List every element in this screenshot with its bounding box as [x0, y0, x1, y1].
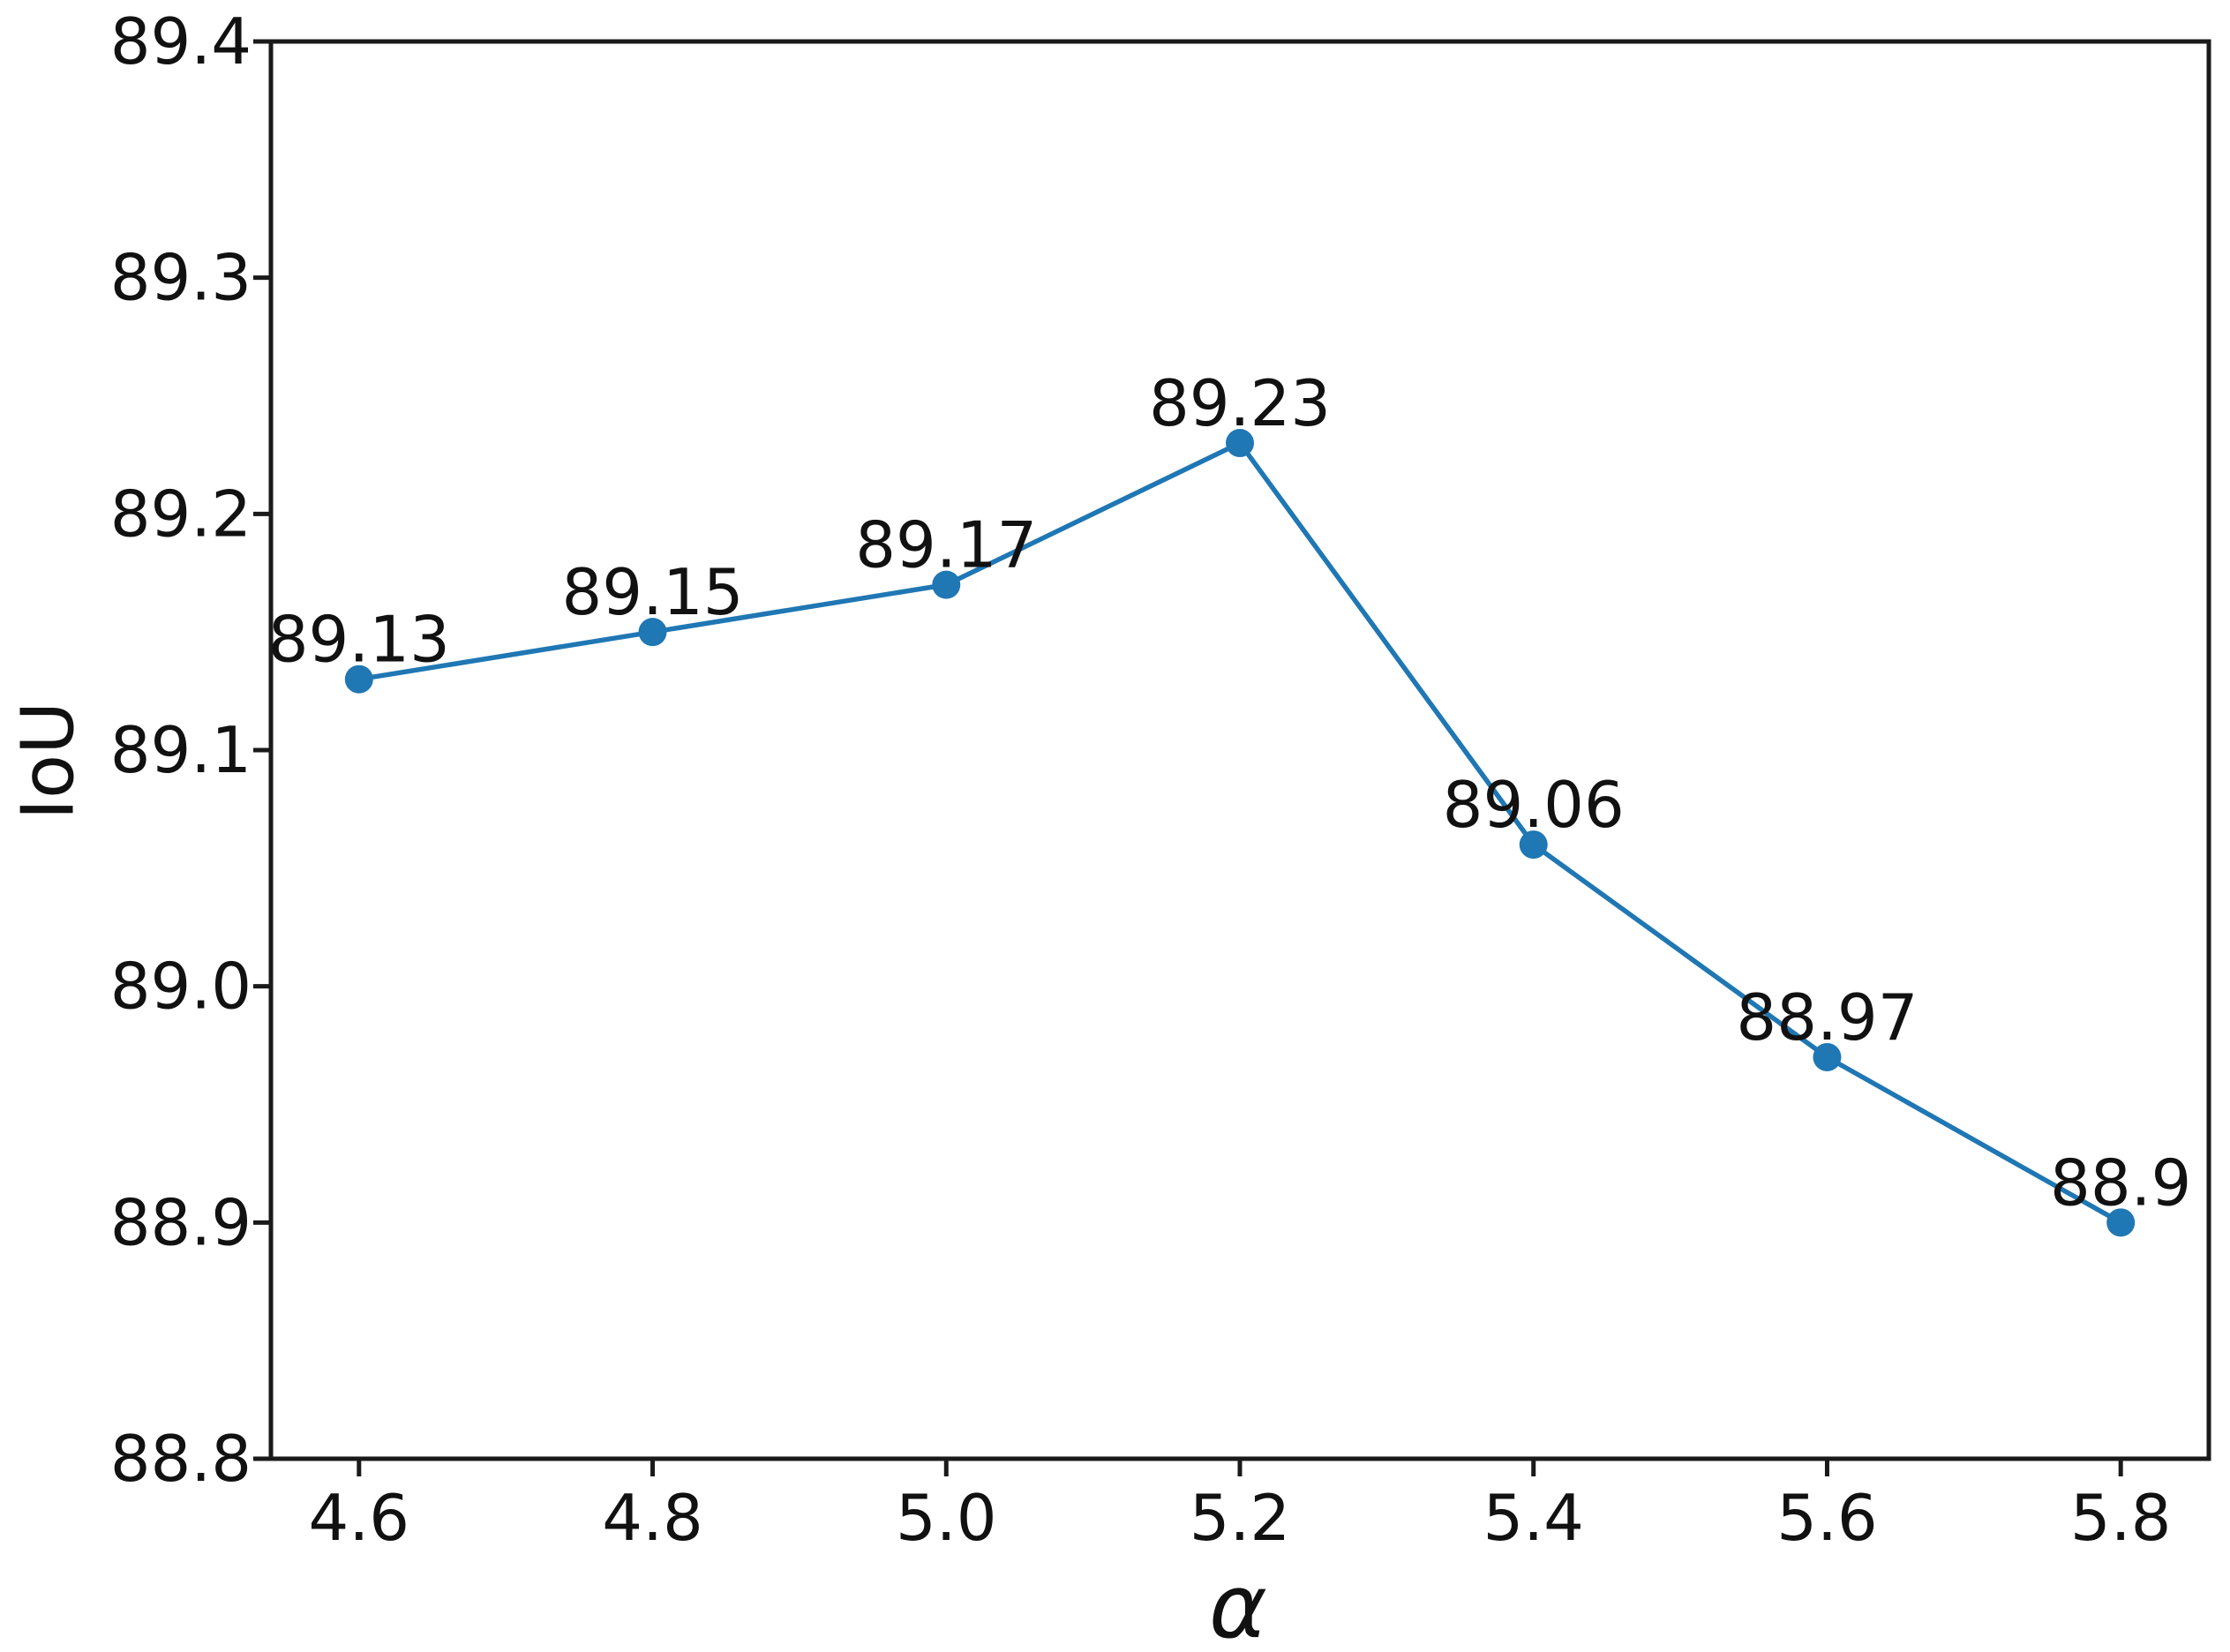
point-value-label: 89.06	[1443, 768, 1625, 842]
x-tick-label: 5.4	[1483, 1481, 1584, 1555]
y-axis-label: IoU	[6, 701, 91, 821]
axis-ticks: 4.6 4.8 5.0 5.2 5.4 5.6 5.888.888.989.089.189.…	[110, 4, 2172, 1555]
data-point-marker	[2106, 1208, 2136, 1237]
plot-spines	[268, 39, 2211, 1461]
point-value-label: 89.13	[268, 603, 450, 677]
line-series	[344, 429, 2136, 1237]
y-tick-label: 89.2	[110, 477, 252, 551]
point-value-label: 88.97	[1736, 980, 1918, 1055]
y-tick-label: 89.1	[110, 713, 252, 787]
x-axis-label: α	[1209, 1555, 1267, 1652]
x-tick-label: 5.0	[896, 1481, 997, 1555]
data-point-marker	[638, 618, 667, 647]
point-value-label: 89.23	[1149, 366, 1331, 440]
point-value-label: 88.9	[2050, 1145, 2191, 1220]
y-tick-label: 89.3	[110, 241, 252, 315]
x-tick-label: 5.8	[2070, 1481, 2172, 1555]
point-value-label: 89.15	[561, 555, 743, 629]
y-tick-label: 89.0	[110, 950, 252, 1024]
y-tick-label: 89.4	[110, 4, 252, 79]
plot-border	[268, 39, 2211, 1461]
data-point-marker	[1226, 429, 1254, 458]
data-point-marker	[932, 570, 961, 599]
data-point-marker	[1813, 1042, 1842, 1071]
point-annotations: 89.13 89.15 89.17 89.23 89.06 88.97 88.9	[268, 366, 2192, 1220]
data-point-marker	[1519, 830, 1548, 860]
data-point-marker	[344, 665, 373, 694]
x-tick-label: 5.2	[1190, 1481, 1291, 1555]
y-tick-label: 88.9	[110, 1185, 252, 1259]
x-tick-label: 5.6	[1776, 1481, 1878, 1555]
y-tick-label: 88.8	[110, 1422, 252, 1496]
x-tick-label: 4.6	[309, 1481, 410, 1555]
point-value-label: 89.17	[855, 508, 1037, 582]
x-tick-label: 4.8	[602, 1481, 703, 1555]
